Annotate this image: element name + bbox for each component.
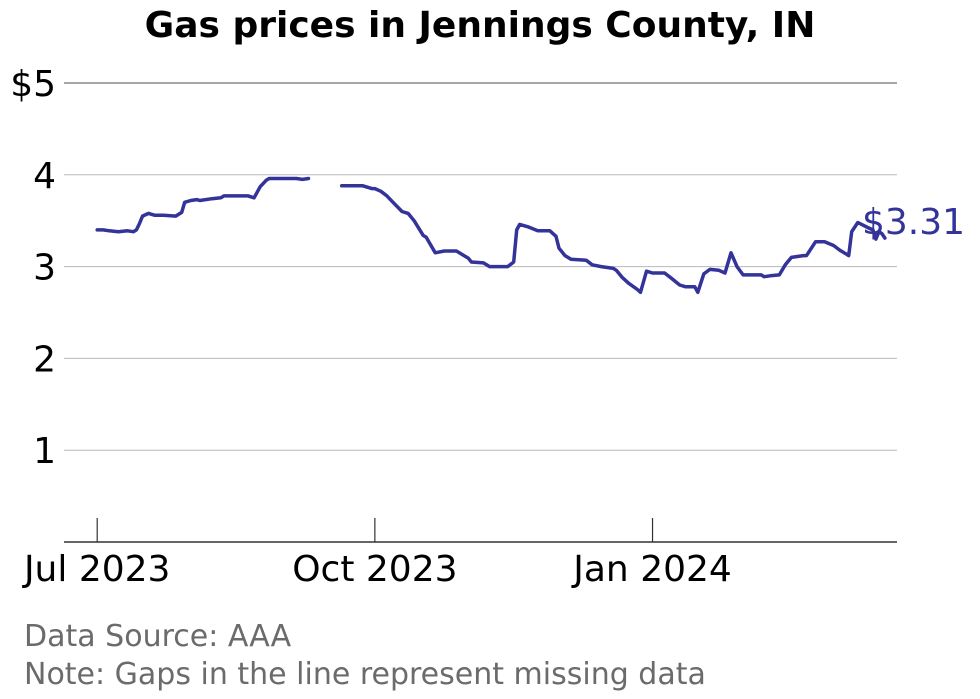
latest-price-label: $3.31 (862, 202, 965, 243)
data-source-note: Data Source: AAA (24, 619, 292, 654)
y-tick-label-1: 1 (33, 431, 56, 472)
gridlines (64, 82, 897, 451)
missing-data-note: Note: Gaps in the line represent missing… (24, 657, 706, 692)
price-line-segment-0 (95, 176, 311, 234)
x-tick-label-2: Jan 2024 (571, 549, 732, 590)
chart-title: Gas prices in Jennings County, IN (145, 5, 816, 46)
y-tick-label-3: 3 (33, 248, 56, 289)
x-axis-ticks: Jul 2023 Oct 2023 Jan 2024 (22, 518, 732, 590)
y-tick-label-5: $5 (10, 64, 56, 105)
y-tick-label-2: 2 (33, 339, 56, 380)
price-line-segment-1 (339, 184, 887, 295)
y-tick-label-4: 4 (33, 156, 56, 197)
y-axis-tick-labels: 1 2 3 4 $5 (10, 64, 56, 472)
price-line (95, 176, 887, 295)
x-tick-label-1: Oct 2023 (292, 549, 457, 590)
x-tick-label-0: Jul 2023 (22, 549, 171, 590)
